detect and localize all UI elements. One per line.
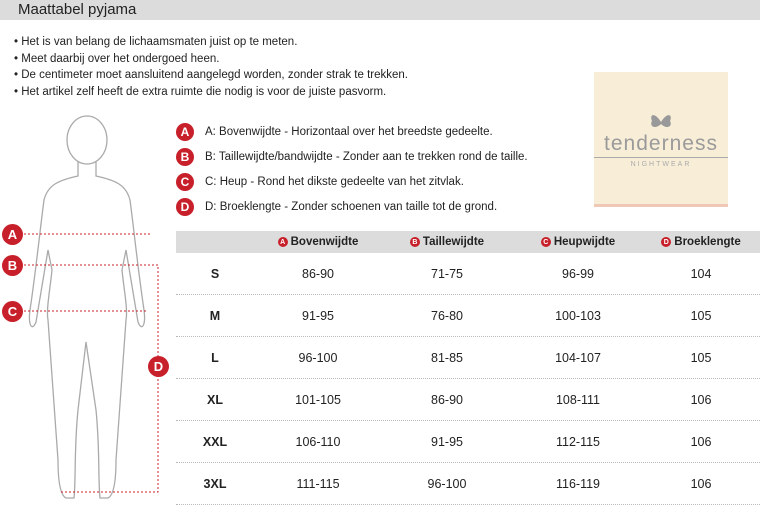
- value-cell: 112-115: [555, 434, 601, 449]
- value-cell: 111-115: [296, 476, 340, 491]
- size-cell: XXL: [202, 434, 228, 449]
- badge-d-icon: D: [661, 237, 672, 247]
- value-cell: 91-95: [431, 434, 463, 449]
- size-cell: L: [211, 350, 219, 365]
- marker-b-icon: B: [2, 255, 23, 276]
- marker-c-icon: C: [2, 301, 23, 322]
- value-cell: 100-103: [555, 308, 601, 323]
- size-cell: M: [209, 308, 221, 323]
- value-cell: 105: [690, 308, 712, 323]
- value-cell: 91-95: [302, 308, 334, 323]
- table-header: A Bovenwijdte B Taillewijdte C Heupwijdte D…: [176, 231, 760, 253]
- badge-a-icon: A: [176, 122, 194, 141]
- measurement-legend: A A: Bovenwijdte - Horizontaal over het b…: [176, 119, 528, 219]
- value-cell: 96-100: [298, 350, 338, 365]
- value-cell: 76-80: [431, 308, 463, 323]
- value-cell: 108-111: [555, 392, 601, 407]
- value-cell: 104: [690, 266, 712, 281]
- size-cell: 3XL: [203, 476, 227, 491]
- column-header-c: C Heupwijdte: [518, 231, 638, 253]
- brand-logo: tenderness NIGHTWEAR: [594, 72, 728, 207]
- table-row: 3XL 111-115 96-100 116-119 106: [176, 463, 760, 505]
- table-row: S 86-90 71-75 96-99 104: [176, 253, 760, 295]
- value-cell: 96-100: [427, 476, 467, 491]
- badge-d-icon: D: [176, 197, 194, 216]
- value-cell: 105: [690, 350, 712, 365]
- value-cell: 106: [690, 476, 712, 491]
- marker-a-icon: A: [2, 224, 23, 245]
- size-cell: S: [210, 266, 220, 281]
- value-cell: 86-90: [302, 266, 334, 281]
- value-cell: 81-85: [431, 350, 463, 365]
- title-bar: Maattabel pyjama: [0, 0, 760, 20]
- legend-item-c: C C: Heup - Rond het dikste gedeelte van …: [176, 169, 528, 194]
- column-label: Bovenwijdte: [290, 236, 359, 248]
- value-cell: 106: [690, 434, 712, 449]
- table-row: L 96-100 81-85 104-107 105: [176, 337, 760, 379]
- column-header-b: B Taillewijdte: [387, 231, 507, 253]
- legend-item-a: A A: Bovenwijdte - Horizontaal over het b…: [176, 119, 528, 144]
- column-label: Broeklengte: [674, 236, 741, 248]
- legend-item-d: D D: Broeklengte - Zonder schoenen van ta…: [176, 194, 528, 219]
- body-silhouette-icon: [24, 115, 159, 499]
- value-cell: 106: [690, 392, 712, 407]
- column-label: Taillewijdte: [422, 236, 485, 248]
- badge-b-icon: B: [176, 147, 194, 166]
- column-header-a: A Bovenwijdte: [258, 231, 378, 253]
- instruction-item: De centimeter moet aansluitend aangelegd…: [14, 67, 408, 84]
- butterfly-icon: [651, 115, 671, 128]
- instruction-item: Meet daarbij over het ondergoed heen.: [14, 51, 408, 68]
- legend-text: C: Heup - Rond het dikste gedeelte van h…: [205, 175, 464, 188]
- instruction-item: Het is van belang de lichaamsmaten juist…: [14, 34, 408, 51]
- marker-d-icon: D: [148, 356, 169, 377]
- table-row: XL 101-105 86-90 108-111 106: [176, 379, 760, 421]
- value-cell: 86-90: [431, 392, 463, 407]
- badge-c-icon: C: [540, 237, 551, 247]
- value-cell: 116-119: [555, 476, 601, 491]
- badge-c-icon: C: [176, 172, 194, 191]
- value-cell: 101-105: [295, 392, 341, 407]
- legend-text: A: Bovenwijdte - Horizontaal over het br…: [205, 125, 493, 138]
- size-table: A Bovenwijdte B Taillewijdte C Heupwijdte D…: [176, 231, 760, 505]
- value-cell: 96-99: [562, 266, 594, 281]
- badge-b-icon: B: [409, 237, 420, 247]
- page-title: Maattabel pyjama: [18, 1, 137, 18]
- column-label: Heupwijdte: [553, 236, 616, 248]
- legend-text: D: Broeklengte - Zonder schoenen van tai…: [205, 200, 498, 213]
- legend-text: B: Taillewijdte/bandwijdte - Zonder aan …: [205, 150, 528, 163]
- legend-item-b: B B: Taillewijdte/bandwijdte - Zonder aan…: [176, 144, 528, 169]
- instruction-item: Het artikel zelf heeft de extra ruimte d…: [14, 84, 408, 101]
- value-cell: 106-110: [295, 434, 341, 449]
- logo-sub: NIGHTWEAR: [630, 161, 692, 168]
- value-cell: 71-75: [431, 266, 463, 281]
- table-row: M 91-95 76-80 100-103 105: [176, 295, 760, 337]
- column-header-d: D Broeklengte: [641, 231, 760, 253]
- instructions-list: Het is van belang de lichaamsmaten juist…: [14, 34, 408, 100]
- logo-name: tenderness: [594, 132, 728, 158]
- size-cell: XL: [207, 392, 223, 407]
- badge-a-icon: A: [277, 237, 288, 247]
- body-figure: A B C D: [0, 110, 175, 512]
- table-row: XXL 106-110 91-95 112-115 106: [176, 421, 760, 463]
- value-cell: 104-107: [555, 350, 601, 365]
